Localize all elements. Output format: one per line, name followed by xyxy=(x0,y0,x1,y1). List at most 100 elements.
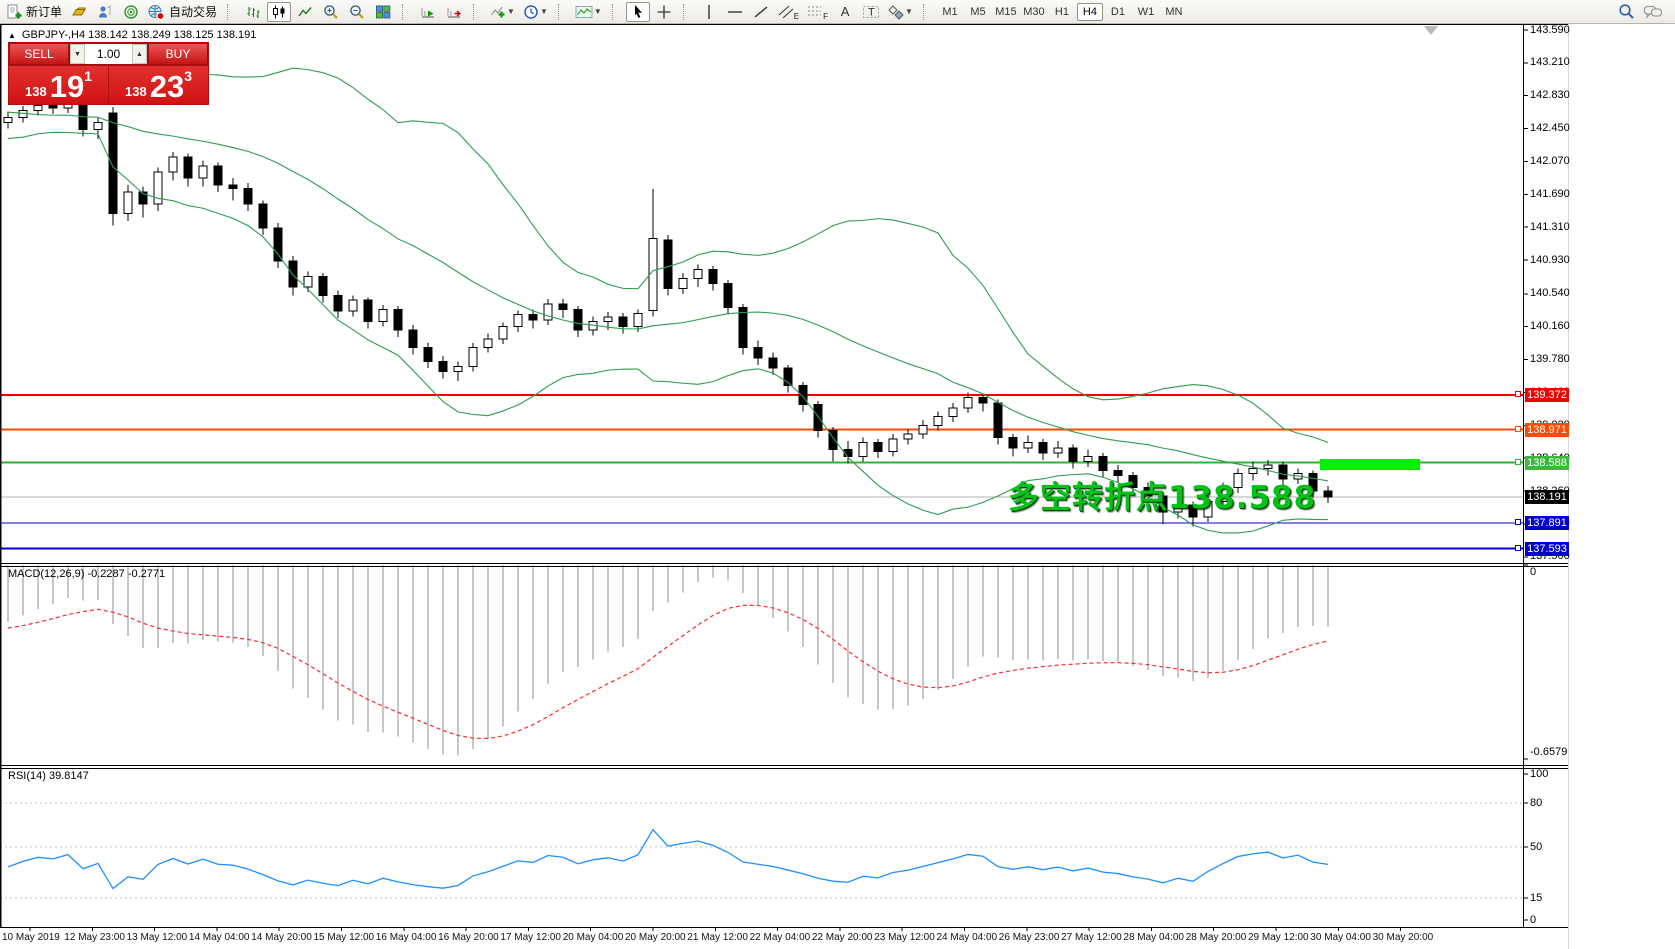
metaeditor-button[interactable] xyxy=(67,2,91,22)
sell-price-display[interactable]: 138 19 1 xyxy=(9,66,108,104)
search-button[interactable] xyxy=(1614,2,1638,22)
bar-chart-button[interactable] xyxy=(241,2,265,22)
time-axis-label: 30 May 20:00 xyxy=(1372,932,1434,943)
hline-anchor[interactable] xyxy=(1515,426,1521,433)
line-chart-button[interactable] xyxy=(293,2,317,22)
autoscroll-button[interactable] xyxy=(416,2,440,22)
tile-windows-button[interactable] xyxy=(371,2,395,22)
hline-anchor[interactable] xyxy=(1515,545,1521,552)
time-axis-label: 14 May 04:00 xyxy=(188,932,250,943)
volume-input[interactable] xyxy=(85,44,132,64)
signal-button[interactable] xyxy=(119,2,143,22)
price-axis-tick: 139.780 xyxy=(1530,353,1570,366)
text-tool-button[interactable]: A xyxy=(833,2,857,22)
chart-shift-button[interactable] xyxy=(442,2,466,22)
time-axis-label: 16 May 04:00 xyxy=(375,932,437,943)
templates-button[interactable]: ▼ xyxy=(572,2,605,22)
buy-price-point: 3 xyxy=(184,68,192,84)
template-chart-icon xyxy=(575,5,593,18)
time-axis-label: 20 May 04:00 xyxy=(562,932,624,943)
price-axis-tick: 143.590 xyxy=(1530,23,1570,36)
timeframe-d1-button[interactable]: D1 xyxy=(1110,5,1125,18)
buy-price-display[interactable]: 138 23 3 xyxy=(109,66,208,104)
vline-tool-button[interactable] xyxy=(697,2,721,22)
fibonacci-tool-button[interactable]: F xyxy=(804,2,831,22)
collapse-arrow-icon[interactable]: ▲ xyxy=(8,30,16,40)
timeframe-m1-button[interactable]: M1 xyxy=(942,5,958,18)
price-axis-tick: 141.310 xyxy=(1530,220,1570,233)
channel-tool-button[interactable]: E xyxy=(775,2,802,22)
rsi-axis-tick: 0 xyxy=(1530,913,1537,926)
timeframe-m15-button[interactable]: M15 xyxy=(995,5,1017,18)
autotrading-button[interactable]: 自动交易 xyxy=(145,2,220,22)
turning-point-highlight[interactable] xyxy=(1320,459,1420,470)
svg-text:T: T xyxy=(868,6,875,18)
time-axis-label: 20 May 20:00 xyxy=(625,932,686,943)
timeframe-m5-button[interactable]: M5 xyxy=(970,5,986,18)
bollinger-middle[interactable] xyxy=(7,111,1329,482)
zoom-in-icon xyxy=(324,4,338,19)
volume-decrease-button[interactable]: ▼ xyxy=(70,44,85,64)
time-axis-label: 22 May 04:00 xyxy=(749,932,811,943)
one-click-trading-panel: SELL ▼ ▲ BUY 138 19 1 138 23 3 xyxy=(8,42,209,105)
toolbar-grip xyxy=(402,3,410,20)
zoom-out-icon xyxy=(350,4,364,19)
window-edge xyxy=(1568,24,1569,949)
buy-button[interactable]: BUY xyxy=(148,43,208,65)
time-axis-label: 13 May 12:00 xyxy=(126,932,188,943)
timeframe-w1-button[interactable]: W1 xyxy=(1137,5,1155,18)
trendline-tool-button[interactable] xyxy=(749,2,773,22)
hline-anchor[interactable] xyxy=(1515,391,1521,398)
timeframe-h1-button[interactable]: H1 xyxy=(1054,5,1069,18)
timeframe-m30-button[interactable]: M30 xyxy=(1023,5,1045,18)
volume-increase-button[interactable]: ▲ xyxy=(132,44,147,64)
toolbar-grip xyxy=(473,3,481,20)
label-tool-icon: T xyxy=(863,5,880,18)
price-axis-tick: 140.540 xyxy=(1530,287,1570,300)
periods-button[interactable]: ▼ xyxy=(520,2,551,22)
chat-button[interactable] xyxy=(1640,2,1666,22)
time-axis-label: 21 May 12:00 xyxy=(687,932,748,943)
chart-shift-marker[interactable] xyxy=(1424,26,1438,35)
price-axis-tick: 141.690 xyxy=(1530,187,1570,200)
label-tool-button[interactable]: T xyxy=(859,2,883,22)
volume-control: ▼ ▲ xyxy=(69,43,148,65)
cursor-icon xyxy=(634,4,642,18)
zoom-out-button[interactable] xyxy=(345,2,369,22)
price-axis-tick: 140.160 xyxy=(1530,320,1570,333)
hline-anchor[interactable] xyxy=(1515,519,1521,526)
candlestick-chart-button[interactable] xyxy=(267,1,292,22)
price-badge-137.593: 137.593 xyxy=(1525,541,1569,556)
shapes-tool-button[interactable]: ▼ xyxy=(885,2,916,22)
gold-ingot-icon xyxy=(72,7,86,15)
sell-button[interactable]: SELL xyxy=(9,43,69,65)
cursor-tool-button[interactable] xyxy=(625,1,650,22)
time-axis-label: 28 May 20:00 xyxy=(1185,932,1247,943)
chevron-down-icon: ▼ xyxy=(507,7,515,16)
crosshair-icon xyxy=(657,5,671,18)
trendline-icon xyxy=(754,5,768,18)
new-order-button[interactable]: 新订单 xyxy=(3,2,65,22)
timeframe-h4-button[interactable]: H4 xyxy=(1076,2,1103,21)
bollinger-upper[interactable] xyxy=(7,67,1329,443)
zoom-in-button[interactable] xyxy=(319,2,343,22)
price-badge-138.191: 138.191 xyxy=(1525,490,1569,504)
time-axis-label: 17 May 12:00 xyxy=(500,932,561,943)
crosshair-tool-button[interactable] xyxy=(652,2,676,22)
macd-axis-top-label: 0 xyxy=(1530,566,1537,578)
price-axis-tick: 140.930 xyxy=(1530,253,1570,266)
profile-button[interactable] xyxy=(93,2,117,22)
sell-price-handle: 138 xyxy=(25,84,47,99)
bollinger-lower[interactable] xyxy=(7,131,1329,534)
time-axis-label: 22 May 20:00 xyxy=(811,932,873,943)
price-badge-139.372: 139.372 xyxy=(1525,387,1569,402)
chart-annotation-text[interactable]: 多空转折点138.588 xyxy=(1008,480,1317,516)
hline-anchor[interactable] xyxy=(1515,459,1521,466)
new-order-icon xyxy=(7,4,22,18)
macd-indicator-label: MACD(12,26,9) -0.2287 -0.2771 xyxy=(8,568,166,580)
timeframe-mn-button[interactable]: MN xyxy=(1165,5,1183,18)
indicators-button[interactable]: ▼ xyxy=(487,2,518,22)
hline-tool-button[interactable] xyxy=(723,2,747,22)
toolbar-grip xyxy=(227,3,235,20)
